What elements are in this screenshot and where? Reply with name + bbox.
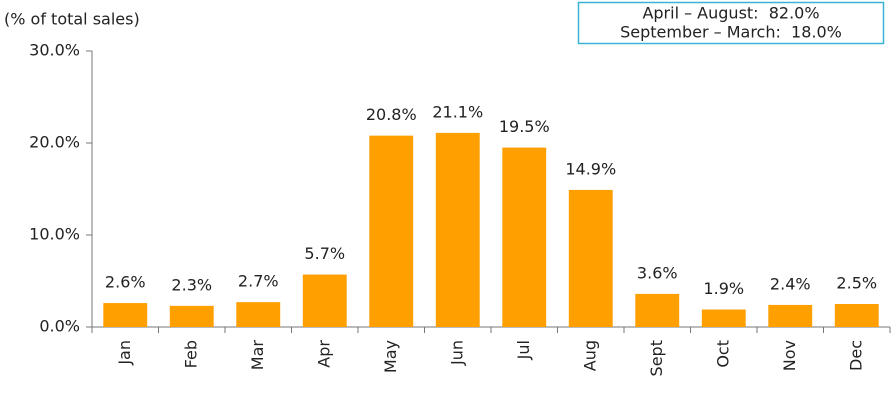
bar	[236, 302, 281, 327]
x-tick-label: Sept	[647, 340, 666, 376]
x-tick-label: Aug	[580, 340, 599, 371]
bar	[169, 305, 214, 327]
bar	[635, 293, 680, 327]
x-tick-label: May	[381, 340, 400, 373]
bar	[834, 304, 879, 327]
bar	[768, 304, 813, 327]
data-label: 20.8%	[366, 105, 417, 124]
y-tick-label: 30.0%	[29, 41, 80, 60]
data-label: 2.6%	[105, 273, 146, 292]
data-label: 14.9%	[565, 159, 616, 178]
annotation-box	[577, 1, 885, 45]
bar	[701, 309, 746, 327]
data-label: 2.7%	[238, 272, 279, 291]
data-label: 2.5%	[836, 274, 877, 293]
data-label: 2.4%	[770, 274, 811, 293]
y-tick-label: 0.0%	[39, 317, 80, 336]
x-tick-label: Apr	[314, 340, 333, 368]
x-tick-label: Mar	[248, 340, 267, 371]
x-tick-label: Feb	[181, 340, 200, 368]
data-label: 5.7%	[304, 244, 345, 263]
bar	[302, 274, 347, 327]
x-tick-label: Nov	[780, 340, 799, 371]
x-tick-label: Oct	[713, 340, 732, 368]
data-label: 2.3%	[171, 275, 212, 294]
bar	[502, 147, 547, 327]
bar	[435, 132, 480, 327]
x-tick-label: Jul	[514, 340, 533, 360]
annotation: September – March: 18.0%	[620, 23, 842, 42]
annotation: April – August: 82.0%	[642, 4, 819, 23]
y-axis-label: (% of total sales)	[4, 10, 140, 29]
y-tick-label: 20.0%	[29, 133, 80, 152]
data-label: 19.5%	[499, 117, 550, 136]
y-tick-label: 10.0%	[29, 225, 80, 244]
x-tick-label: Jan	[115, 340, 134, 366]
x-tick-label: Jun	[447, 340, 466, 366]
data-label: 3.6%	[637, 263, 678, 282]
bar	[103, 303, 148, 327]
bar	[369, 135, 414, 327]
x-tick-label: Dec	[846, 340, 865, 371]
data-label: 1.9%	[703, 279, 744, 298]
data-label: 21.1%	[432, 102, 483, 121]
bar	[568, 189, 613, 327]
